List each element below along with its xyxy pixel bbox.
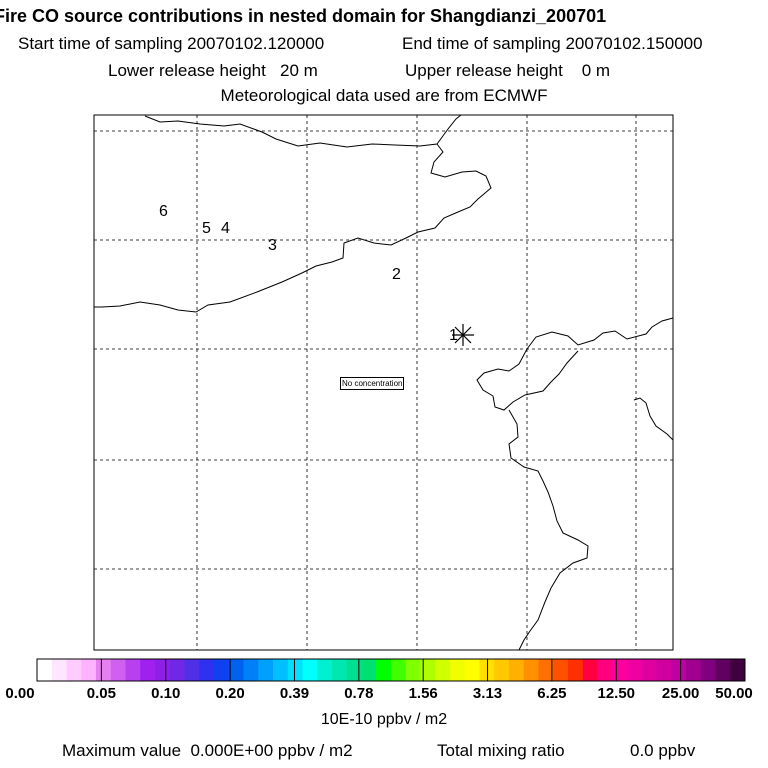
colorbar-swatch bbox=[317, 659, 333, 681]
colorbar-swatch bbox=[228, 659, 244, 681]
colorbar-swatch bbox=[582, 659, 598, 681]
colorbar-swatch bbox=[450, 659, 466, 681]
colorbar-tick-label: 0.10 bbox=[151, 685, 181, 702]
colorbar-swatch bbox=[169, 659, 185, 681]
end-time: End time of sampling 20070102.150000 bbox=[402, 34, 703, 53]
colorbar-swatch bbox=[700, 659, 716, 681]
colorbar-swatch bbox=[81, 659, 97, 681]
upper-release-height: Upper release height 0 m bbox=[405, 61, 611, 80]
colorbar-swatch bbox=[671, 659, 687, 681]
colorbar-swatch bbox=[568, 659, 584, 681]
trajectory-label-6: 6 bbox=[159, 203, 168, 220]
colorbar-swatch bbox=[597, 659, 613, 681]
colorbar-swatch bbox=[155, 659, 171, 681]
colorbar-frame bbox=[36, 658, 746, 682]
colorbar-swatch bbox=[273, 659, 289, 681]
colorbar-tick-label: 1.56 bbox=[408, 685, 438, 702]
colorbar-swatch bbox=[686, 659, 702, 681]
colorbar-swatch bbox=[405, 659, 421, 681]
colorbar-swatch bbox=[140, 659, 156, 681]
colorbar-swatch bbox=[110, 659, 126, 681]
colorbar-swatch bbox=[258, 659, 274, 681]
grid-lines bbox=[94, 115, 673, 650]
colorbar-swatch bbox=[494, 659, 510, 681]
colorbar-swatch bbox=[715, 659, 731, 681]
colorbar-tick-label: 0.20 bbox=[215, 685, 245, 702]
mixing-ratio-label: Total mixing ratio bbox=[437, 741, 565, 760]
colorbar-swatch bbox=[96, 659, 112, 681]
colorbar-swatch bbox=[199, 659, 215, 681]
colorbar-swatch bbox=[37, 659, 53, 681]
colorbar-tick-label: 0.05 bbox=[86, 685, 116, 702]
colorbar-swatch bbox=[464, 659, 480, 681]
colorbar-tick-label: 25.00 bbox=[661, 685, 700, 702]
start-time: Start time of sampling 20070102.120000 bbox=[18, 34, 325, 53]
asterisk-icon bbox=[452, 324, 474, 346]
colorbar-swatch bbox=[214, 659, 230, 681]
colorbar-swatch bbox=[332, 659, 348, 681]
colorbar-swatch bbox=[243, 659, 259, 681]
colorbar-swatch bbox=[287, 659, 303, 681]
trajectory-label-2: 2 bbox=[392, 266, 401, 283]
colorbar-swatch bbox=[376, 659, 392, 681]
colorbar-swatch bbox=[391, 659, 407, 681]
colorbar-swatch bbox=[66, 659, 82, 681]
colorbar-tick-label: 0.00 bbox=[5, 685, 35, 702]
max-value: Maximum value 0.000E+00 ppbv / m2 bbox=[62, 741, 353, 760]
trajectory-label-5: 5 bbox=[202, 220, 211, 237]
colorbar-swatch bbox=[346, 659, 362, 681]
met-data-source: Meteorological data used are from ECMWF bbox=[220, 86, 548, 105]
colorbar-swatch bbox=[612, 659, 628, 681]
colorbar-tick-label: 0.78 bbox=[344, 685, 374, 702]
colorbar-tick-label: 50.00 bbox=[715, 685, 753, 702]
colorbar-swatch bbox=[51, 659, 67, 681]
colorbar-swatch bbox=[627, 659, 643, 681]
colorbar bbox=[36, 658, 746, 682]
colorbar-swatch bbox=[641, 659, 657, 681]
colorbar-swatch bbox=[125, 659, 141, 681]
colorbar-tick-label: 3.13 bbox=[472, 685, 503, 702]
colorbar-tick-label: 0.39 bbox=[279, 685, 310, 702]
colorbar-swatch bbox=[361, 659, 377, 681]
colorbar-unit: 10E-10 ppbv / m2 bbox=[320, 711, 448, 728]
colorbar-swatch bbox=[184, 659, 200, 681]
trajectory-label-4: 4 bbox=[221, 220, 230, 237]
colorbar-swatch bbox=[302, 659, 318, 681]
colorbar-swatch bbox=[656, 659, 672, 681]
colorbar-swatch bbox=[553, 659, 569, 681]
coastline bbox=[94, 114, 674, 651]
colorbar-swatch bbox=[730, 659, 746, 681]
colorbar-tick-label: 12.50 bbox=[597, 685, 636, 702]
colorbar-swatch bbox=[420, 659, 436, 681]
colorbar-swatch bbox=[523, 659, 539, 681]
lower-release-height: Lower release height 20 m bbox=[108, 61, 318, 80]
map-frame bbox=[93, 114, 674, 651]
trajectory-labels: 1 2 3 4 5 6 bbox=[159, 203, 458, 344]
colorbar-swatch bbox=[435, 659, 451, 681]
trajectory-label-3: 3 bbox=[268, 237, 277, 254]
colorbar-swatch bbox=[509, 659, 525, 681]
colorbar-tick-label: 6.25 bbox=[537, 685, 567, 702]
no-concentration-label: No concentration bbox=[340, 377, 405, 390]
plot-title: Fire CO source contributions in nested d… bbox=[0, 6, 607, 26]
mixing-ratio-value: 0.0 ppbv bbox=[630, 741, 696, 760]
colorbar-swatch bbox=[538, 659, 554, 681]
